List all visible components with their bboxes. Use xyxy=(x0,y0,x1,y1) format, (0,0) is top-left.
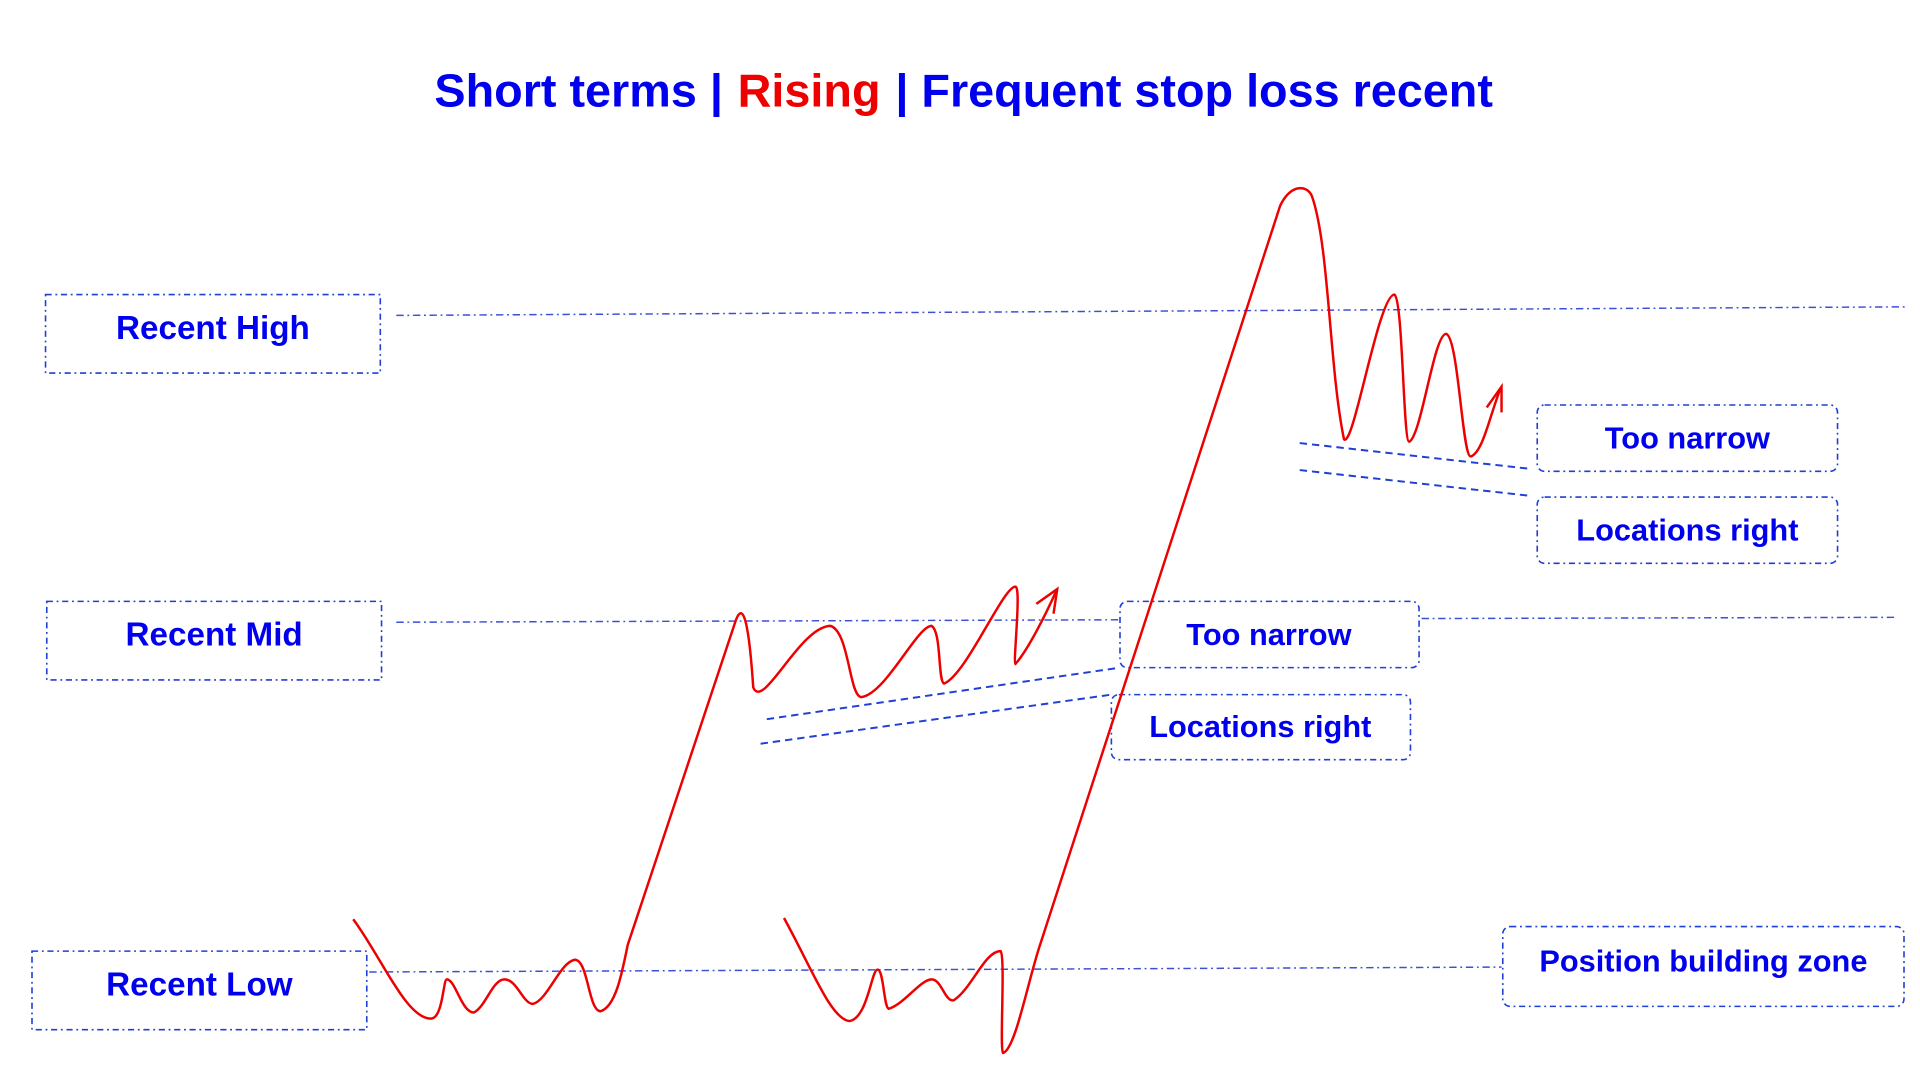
level-label: Recent High xyxy=(116,310,310,347)
arrow-head xyxy=(1485,382,1503,413)
support-line xyxy=(1299,442,1530,497)
level-line xyxy=(396,616,1896,623)
level-box xyxy=(31,950,368,1031)
price-path xyxy=(352,585,1058,1020)
note-box xyxy=(1119,600,1420,669)
arrow-head xyxy=(1035,586,1059,614)
support-line xyxy=(760,666,1121,745)
price-path xyxy=(782,187,1502,1055)
level-label: Recent Low xyxy=(106,967,293,1004)
level-line xyxy=(396,306,1908,317)
level-box xyxy=(44,293,382,374)
note-label: Too narrow xyxy=(1605,421,1770,456)
level-label: Recent Mid xyxy=(126,617,303,654)
title-part: Rising xyxy=(738,65,881,117)
title-part: | Frequent stop loss recent xyxy=(895,65,1493,117)
note-box xyxy=(1536,404,1839,473)
note-label: Too narrow xyxy=(1186,617,1351,652)
title: Short terms | Rising | Frequent stop loss … xyxy=(434,65,1493,117)
title-part: Short terms | xyxy=(434,65,722,117)
note-label: Locations right xyxy=(1149,709,1371,744)
note-label: Position building zone xyxy=(1539,944,1867,979)
note-label: Locations right xyxy=(1576,513,1798,548)
note-box xyxy=(1536,496,1839,565)
level-box xyxy=(45,600,383,681)
level-line xyxy=(369,966,1502,973)
